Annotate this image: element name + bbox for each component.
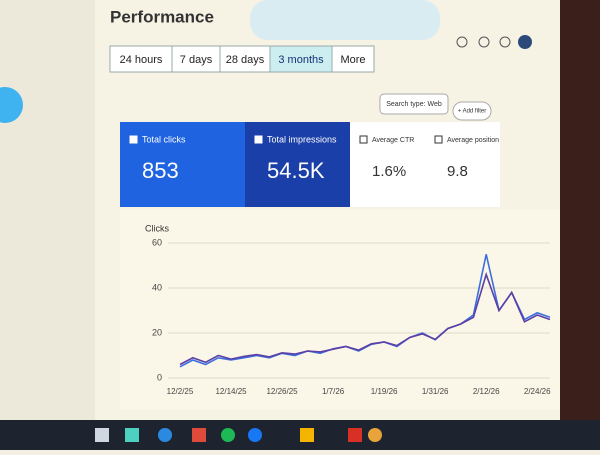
y-tick-label: 60 (152, 237, 162, 247)
filter-label: 7 days (180, 54, 213, 66)
taskbar-icon[interactable] (248, 428, 262, 442)
filter-chip[interactable] (109, 45, 173, 73)
y-tick-label: 0 (157, 372, 162, 382)
taskbar-icon[interactable] (348, 428, 362, 442)
apps-icon[interactable] (499, 36, 511, 48)
taskbar-icon[interactable] (95, 428, 109, 442)
x-tick-label: 1/31/26 (422, 387, 449, 396)
filter-chip[interactable] (331, 45, 375, 73)
metric-checkbox[interactable] (129, 135, 138, 144)
x-tick-label: 1/19/26 (371, 387, 398, 396)
metric-label: Total impressions (267, 134, 337, 144)
filter-label: More (340, 54, 365, 66)
taskbar-icon[interactable] (368, 428, 382, 442)
metric-label: Total clicks (142, 134, 186, 144)
y-axis-label: Clicks (145, 223, 169, 233)
filter-label: 24 hours (120, 54, 163, 66)
url-bar[interactable] (250, 0, 440, 40)
metric-checkbox[interactable] (434, 135, 443, 144)
taskbar-icon[interactable] (300, 428, 314, 442)
x-tick-label: 12/2/25 (167, 387, 194, 396)
x-tick-label: 2/24/26 (524, 387, 551, 396)
taskbar-icon[interactable] (158, 428, 172, 442)
x-tick-label: 2/12/26 (473, 387, 500, 396)
page-title: Performance (110, 7, 214, 26)
chart-panel (120, 210, 560, 410)
sidebar (0, 0, 95, 420)
x-tick-label: 1/7/26 (322, 387, 345, 396)
search-type-label: Search type: Web (386, 101, 442, 108)
x-tick-label: 12/14/25 (215, 387, 247, 396)
metric-value: 54.5K (267, 158, 325, 183)
taskbar-icon[interactable] (125, 428, 139, 442)
metric-value: 1.6% (372, 163, 406, 180)
taskbar-icon[interactable] (192, 428, 206, 442)
y-tick-label: 40 (152, 282, 162, 292)
avatar[interactable] (518, 35, 532, 49)
add-filter-label: + Add filter (458, 109, 487, 115)
metric-cards: Total clicks 853 Total impressions 54.5K Ave… (120, 122, 500, 207)
help-icon[interactable] (456, 36, 468, 48)
series-line (179, 271, 551, 366)
x-tick-label: 12/26/25 (266, 387, 298, 396)
metric-label: Average CTR (372, 137, 414, 144)
metric-checkbox[interactable] (359, 135, 368, 144)
metric-label: Average position (447, 137, 499, 144)
metric-value: 9.8 (447, 163, 468, 180)
add-filter-button[interactable] (452, 101, 492, 121)
filter-label: 3 months (278, 54, 324, 66)
date-filters: 24 hours 7 days 28 days 3 months More Search … (109, 45, 492, 121)
filter-label: 28 days (226, 54, 265, 66)
metric-card[interactable] (120, 122, 245, 207)
search-type-button[interactable] (379, 93, 449, 115)
user-icon[interactable] (478, 36, 490, 48)
metric-checkbox[interactable] (254, 135, 263, 144)
filter-chip[interactable] (219, 45, 271, 73)
metric-value: 853 (142, 158, 179, 183)
chart: Clicks 0 20 40 60 12/2/25 12/14/25 12/26/25 1/7/… (145, 223, 551, 396)
y-tick-label: 20 (152, 327, 162, 337)
sidebar-icon (0, 87, 23, 123)
taskbar-icon[interactable] (221, 428, 235, 442)
screen-bezel (560, 0, 600, 450)
